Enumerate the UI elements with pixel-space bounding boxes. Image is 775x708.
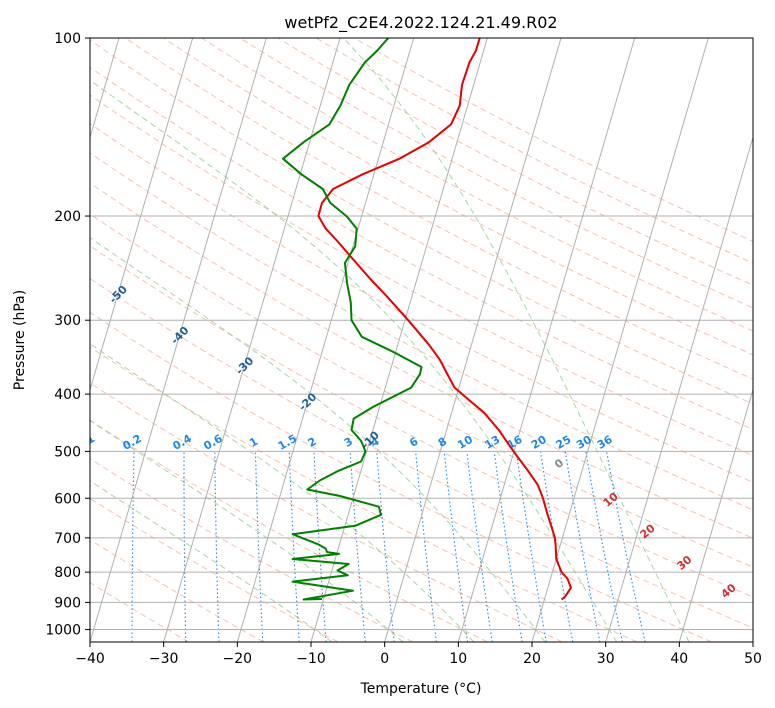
- dry-adiabats: [90, 38, 753, 642]
- x-tick-label: 20: [523, 651, 541, 667]
- mixing-ratio-lines: [131, 451, 646, 642]
- x-axis-title: Temperature (°C): [360, 681, 482, 697]
- dry-adiabat-line: [90, 419, 488, 642]
- plot-area: 0.10.20.40.611.52346810131620253036-100-…: [74, 38, 753, 642]
- y-tick-label: 400: [54, 387, 81, 403]
- y-tick-label: 100: [54, 31, 81, 47]
- dry-adiabat-line: [125, 38, 753, 380]
- y-tick-label: 500: [54, 444, 81, 460]
- y-tick-label: 200: [54, 209, 81, 225]
- dry-adiabat-line: [163, 38, 753, 356]
- mixing-ratio-line: [515, 451, 547, 642]
- x-tick-label: 0: [380, 651, 389, 667]
- dewpoint-line: [282, 38, 423, 601]
- moist-adiabat-line: [90, 343, 475, 642]
- x-tick-label: 40: [670, 651, 688, 667]
- dry-adiabat-line: [90, 346, 638, 642]
- y-tick-label: 900: [54, 595, 81, 611]
- sounding-series: [282, 38, 572, 601]
- dry-adiabat-line: [239, 38, 753, 309]
- dry-adiabat-line: [90, 94, 753, 457]
- y-axis-title: Pressure (hPa): [12, 290, 28, 390]
- dry-adiabat-line: [90, 182, 753, 539]
- dry-adiabat-line: [90, 539, 264, 642]
- x-tick-label: 10: [449, 651, 467, 667]
- isotherm-line: [90, 38, 267, 642]
- dry-adiabat-line: [90, 311, 712, 642]
- y-tick-label: 1000: [45, 623, 81, 639]
- mixing-ratio-label: 0.1: [74, 432, 97, 453]
- grid-lines: [90, 38, 753, 642]
- x-tick-label: 50: [744, 651, 762, 667]
- y-tick-label: 600: [54, 491, 81, 507]
- moist-adiabat-line: [90, 480, 333, 642]
- mixing-ratio-line: [443, 451, 469, 642]
- dry-adiabat-line: [90, 278, 753, 629]
- moist-adiabat-line: [90, 79, 618, 642]
- mixing-ratio-line: [415, 451, 437, 642]
- x-tick-label: −30: [149, 651, 179, 667]
- mixing-ratio-line: [493, 451, 523, 642]
- isotherm-line: [163, 38, 341, 642]
- mixing-ratio-line: [376, 451, 395, 642]
- axis-ticks: −40 −30 −20 −10 0 10 20 30 40 50 100 200 300 400 500 60…: [45, 31, 762, 667]
- dry-adiabat-line: [90, 582, 190, 642]
- dry-adiabat-line: [90, 123, 753, 483]
- moist-adiabat-line: [342, 38, 690, 642]
- mixing-ratio-line: [605, 451, 646, 642]
- plot-frame: [89, 37, 754, 643]
- dry-adiabat-line: [90, 152, 753, 511]
- isotherm-line: [457, 38, 636, 642]
- y-tick-label: 800: [54, 565, 81, 581]
- isotherm-line: [531, 38, 709, 642]
- dry-adiabat-line: [90, 245, 753, 598]
- x-tick-label: 30: [597, 651, 615, 667]
- mixing-ratio-line: [466, 451, 493, 642]
- x-tick-label: −40: [75, 651, 105, 667]
- isotherm-line: [236, 38, 415, 642]
- temperature-line: [317, 38, 572, 601]
- y-tick-label: 300: [54, 313, 81, 329]
- isotherm-line: [678, 387, 753, 642]
- dry-adiabat-line: [90, 39, 753, 405]
- isotherm-line: [310, 38, 488, 642]
- chart-title: wetPf2_C2E4.2022.124.21.49.R02: [284, 13, 557, 33]
- dry-adiabat-line: [90, 458, 414, 642]
- dry-adiabat-line: [277, 38, 753, 286]
- x-tick-label: −20: [223, 651, 253, 667]
- x-tick-label: −10: [296, 651, 326, 667]
- y-tick-label: 700: [54, 531, 81, 547]
- isotherm-line: [384, 38, 562, 642]
- isotherm-line: [90, 38, 194, 392]
